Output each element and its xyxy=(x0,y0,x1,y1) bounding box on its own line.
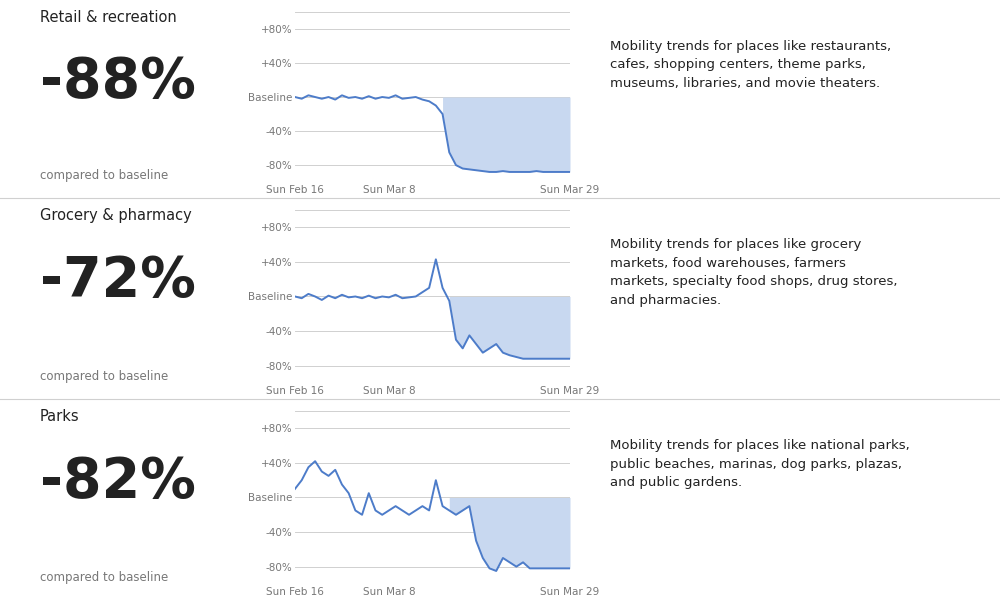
Text: -88%: -88% xyxy=(40,55,196,109)
Text: compared to baseline: compared to baseline xyxy=(40,370,168,383)
Text: -82%: -82% xyxy=(40,455,196,509)
Text: compared to baseline: compared to baseline xyxy=(40,571,168,584)
Text: Mobility trends for places like grocery
markets, food warehouses, farmers
market: Mobility trends for places like grocery … xyxy=(610,238,898,307)
Text: compared to baseline: compared to baseline xyxy=(40,169,168,182)
Text: -72%: -72% xyxy=(40,254,196,308)
Text: Grocery & pharmacy: Grocery & pharmacy xyxy=(40,208,192,223)
Text: Mobility trends for places like restaurants,
cafes, shopping centers, theme park: Mobility trends for places like restaura… xyxy=(610,40,891,89)
Text: Retail & recreation: Retail & recreation xyxy=(40,10,177,25)
Text: Parks: Parks xyxy=(40,409,80,424)
Text: Mobility trends for places like national parks,
public beaches, marinas, dog par: Mobility trends for places like national… xyxy=(610,439,910,489)
